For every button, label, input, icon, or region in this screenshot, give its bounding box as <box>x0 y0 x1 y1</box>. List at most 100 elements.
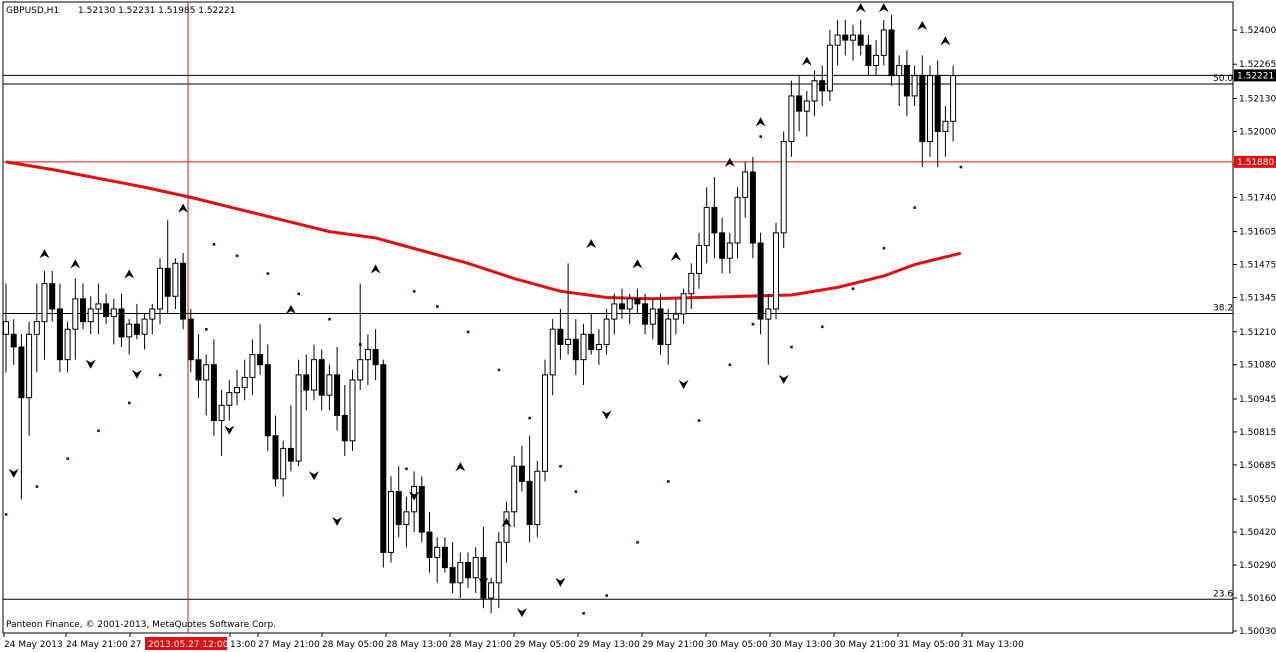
candle-bear <box>187 318 194 361</box>
candle-bear <box>272 435 279 480</box>
candle-bear <box>934 75 941 132</box>
plot-area <box>2 1 1234 634</box>
candle-bull <box>157 267 163 310</box>
candle-bull <box>64 328 71 361</box>
sar-dot <box>212 243 216 246</box>
x-tick-label: 29 May 21:00 <box>642 640 704 650</box>
candle-bull <box>565 338 572 345</box>
candle-bull <box>850 34 856 41</box>
candle-bear <box>465 562 471 579</box>
sar-dot <box>790 345 793 349</box>
candle-bull <box>434 546 441 558</box>
candle-bear <box>164 267 171 297</box>
x-tick-label: 13:00 <box>230 640 256 650</box>
candle-bear <box>180 262 187 320</box>
candle-bull <box>126 323 133 338</box>
candle-bull <box>511 465 518 513</box>
candle-bear <box>287 447 294 462</box>
sar-dot <box>821 325 824 329</box>
candle-bull <box>688 272 695 295</box>
candle-bull <box>834 34 841 46</box>
candle-bull <box>26 333 33 399</box>
fractal-down-arrow <box>131 369 142 379</box>
sar-dot <box>851 287 855 291</box>
candle-bear <box>133 323 140 335</box>
candle-bull <box>873 54 880 67</box>
fractal-up-arrow <box>455 462 466 472</box>
x-tick-label: 28 May 05:00 <box>322 640 384 650</box>
x-tick-label: 28 May 21:00 <box>450 640 512 650</box>
sar-dot <box>913 206 916 209</box>
y-tick-label: 1.51475 <box>1239 261 1276 271</box>
sar-dot <box>128 401 131 405</box>
candle-bull <box>203 364 210 381</box>
candle-bull <box>896 65 903 77</box>
fractal-down-arrow <box>332 516 343 526</box>
candle-bull <box>580 333 587 361</box>
candle-bear <box>395 491 402 525</box>
candle-bull <box>703 207 710 247</box>
candle-bull <box>603 318 610 345</box>
candle-bull <box>611 303 618 320</box>
candle-bear <box>18 346 25 399</box>
candle-bear <box>341 414 348 442</box>
candle-bull <box>472 556 479 579</box>
fractal-down-arrow <box>309 471 319 481</box>
candle-bear <box>418 485 425 533</box>
candle-bull <box>696 245 702 274</box>
candle-bull <box>388 491 394 553</box>
y-tick-label: 1.50420 <box>1239 528 1276 538</box>
sar-dot <box>205 328 208 331</box>
candle-bull <box>403 511 410 525</box>
candle-bull <box>95 303 102 310</box>
candle-bull <box>950 75 957 122</box>
candle-bear <box>749 171 756 244</box>
sar-dot <box>35 485 39 488</box>
candle-bull <box>765 308 772 320</box>
candle-bear <box>796 95 803 112</box>
level-label: 38.2 <box>1213 304 1233 314</box>
candle-bull <box>742 171 749 198</box>
y-tick-label: 1.51740 <box>1239 193 1276 203</box>
sar-dot <box>574 490 578 493</box>
current-price-tag <box>1234 69 1276 82</box>
y-tick-label: 1.51210 <box>1239 328 1276 338</box>
candle-bear <box>919 75 926 143</box>
candle-bull <box>218 404 225 422</box>
candle-bear <box>441 546 448 569</box>
x-tick-label: 29 May 05:00 <box>514 640 576 650</box>
candle-bear <box>210 364 217 422</box>
candle-bear <box>449 567 456 584</box>
candle-bull <box>549 328 556 376</box>
candle-bull <box>72 298 79 330</box>
candle-bull <box>41 283 48 323</box>
x-tick-label: 30 May 13:00 <box>770 640 832 650</box>
x-tick-label: 28 May 13:00 <box>386 640 448 650</box>
candle-bull <box>911 75 918 97</box>
sar-dot <box>667 480 670 483</box>
fractal-down-arrow <box>85 359 96 369</box>
candle-bear <box>380 364 387 553</box>
candle-bull <box>295 374 302 462</box>
fractal-up-arrow <box>940 36 951 46</box>
candle-bull <box>249 354 256 378</box>
candle-bull <box>349 379 356 442</box>
candle-bear <box>426 531 433 558</box>
candle-bull <box>364 349 371 361</box>
fractal-down-arrow <box>409 491 420 501</box>
fractal-up-arrow <box>755 117 766 127</box>
candle-bull <box>3 321 9 335</box>
candle-bull <box>780 141 787 234</box>
current-price-tag-label: 1.52221 <box>1237 71 1274 81</box>
candle-bear <box>619 303 625 310</box>
candle-bull <box>110 308 117 318</box>
candle-bull <box>672 313 679 320</box>
candle-bear <box>10 333 17 348</box>
candle-bull <box>234 387 240 394</box>
fractal-up-arrow <box>917 21 928 30</box>
candle-bear <box>264 364 271 437</box>
candle-bear <box>49 283 56 310</box>
candle-bear <box>588 333 595 351</box>
